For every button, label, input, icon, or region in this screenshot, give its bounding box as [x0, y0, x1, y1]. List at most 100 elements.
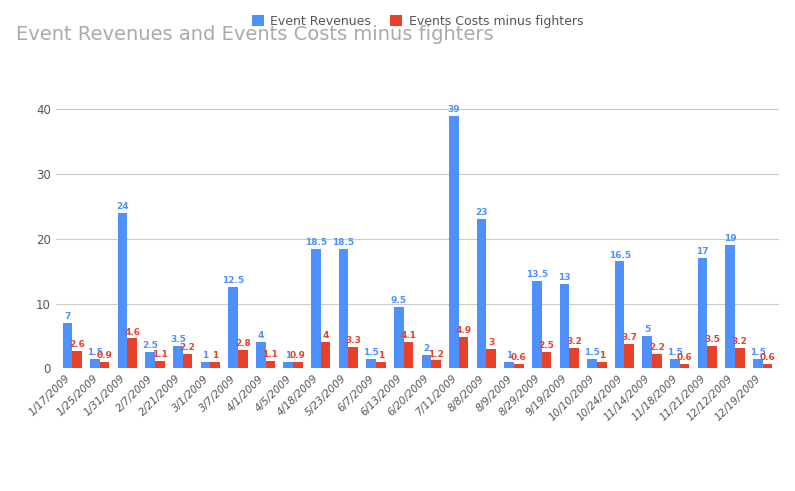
Bar [100, 362, 110, 368]
Bar [670, 358, 680, 368]
Text: 4: 4 [258, 331, 264, 340]
Bar [431, 360, 441, 368]
Text: 1.1: 1.1 [152, 350, 168, 359]
Bar [642, 336, 652, 368]
Text: 17: 17 [696, 247, 709, 256]
Text: 1: 1 [212, 351, 219, 360]
Bar [200, 362, 211, 368]
Text: 1.5: 1.5 [584, 348, 600, 356]
Text: 3: 3 [488, 338, 494, 347]
Text: 24: 24 [116, 202, 129, 211]
Text: 18.5: 18.5 [304, 238, 327, 246]
Bar [348, 347, 358, 368]
Text: 1.5: 1.5 [750, 348, 766, 356]
Text: 13.5: 13.5 [525, 270, 548, 279]
Text: 16.5: 16.5 [609, 250, 630, 260]
Bar [725, 246, 735, 368]
Text: 19: 19 [723, 234, 736, 244]
Text: 7: 7 [64, 312, 71, 321]
Bar [541, 352, 551, 368]
Bar [228, 287, 238, 368]
Text: 2.5: 2.5 [538, 341, 554, 350]
Text: 0.9: 0.9 [290, 352, 306, 360]
Bar [404, 342, 413, 368]
Text: 1.2: 1.2 [428, 350, 444, 358]
Text: 1: 1 [506, 351, 512, 360]
Bar [560, 284, 569, 368]
Bar [293, 362, 303, 368]
Text: 2.2: 2.2 [649, 343, 665, 352]
Text: 13: 13 [558, 273, 571, 282]
Text: 2.6: 2.6 [69, 340, 85, 350]
Bar [504, 362, 514, 368]
Text: 2.5: 2.5 [142, 341, 158, 350]
Bar [652, 354, 661, 368]
Bar [615, 262, 624, 368]
Text: 1.5: 1.5 [667, 348, 683, 356]
Bar [394, 307, 404, 368]
Bar [173, 346, 183, 368]
Text: 4.9: 4.9 [456, 326, 471, 334]
Text: 0.6: 0.6 [511, 354, 527, 362]
Text: 4: 4 [323, 331, 329, 340]
Bar [459, 336, 468, 368]
Bar [708, 346, 717, 368]
Text: 12.5: 12.5 [222, 276, 244, 285]
Text: 3.3: 3.3 [345, 336, 361, 345]
Text: 3.5: 3.5 [170, 335, 186, 344]
Text: 1.1: 1.1 [262, 350, 278, 359]
Bar [320, 342, 331, 368]
Bar [90, 358, 100, 368]
Bar [421, 355, 431, 368]
Text: 1: 1 [378, 351, 384, 360]
Bar [569, 348, 579, 368]
Bar [698, 258, 708, 368]
Text: 9.5: 9.5 [390, 296, 407, 305]
Text: 18.5: 18.5 [332, 238, 355, 246]
Text: 2: 2 [423, 344, 429, 354]
Bar [183, 354, 192, 368]
Bar [477, 219, 487, 368]
Bar [762, 364, 772, 368]
Bar [376, 362, 386, 368]
Bar [449, 116, 459, 368]
Text: 0.6: 0.6 [677, 354, 692, 362]
Bar [597, 362, 607, 368]
Text: 1: 1 [599, 351, 605, 360]
Bar [145, 352, 155, 368]
Text: 0.6: 0.6 [759, 354, 775, 362]
Bar [72, 352, 82, 368]
Text: 5: 5 [644, 325, 650, 334]
Text: 0.9: 0.9 [97, 352, 113, 360]
Text: 4.1: 4.1 [401, 331, 417, 340]
Bar [487, 349, 496, 368]
Text: 1: 1 [202, 351, 208, 360]
Text: 2.2: 2.2 [180, 343, 196, 352]
Bar [127, 338, 137, 368]
Text: 1: 1 [285, 351, 292, 360]
Text: Event Revenues and Events Costs minus fighters: Event Revenues and Events Costs minus fi… [16, 25, 494, 44]
Bar [588, 358, 597, 368]
Text: 3.7: 3.7 [622, 333, 638, 342]
Bar [63, 323, 72, 368]
Bar [266, 361, 275, 368]
Bar [238, 350, 247, 368]
Bar [514, 364, 524, 368]
Bar [311, 248, 320, 368]
Legend: Event Revenues, Events Costs minus fighters: Event Revenues, Events Costs minus fight… [246, 10, 588, 33]
Bar [118, 213, 127, 368]
Bar [284, 362, 293, 368]
Text: 3.2: 3.2 [732, 337, 747, 346]
Bar [339, 248, 348, 368]
Text: 4.6: 4.6 [124, 327, 140, 336]
Bar [256, 342, 266, 368]
Text: 39: 39 [448, 105, 460, 114]
Bar [155, 361, 165, 368]
Bar [532, 281, 541, 368]
Text: 23: 23 [475, 209, 488, 218]
Text: 1.5: 1.5 [363, 348, 379, 356]
Bar [366, 358, 376, 368]
Bar [680, 364, 689, 368]
Text: 3.5: 3.5 [704, 335, 720, 344]
Text: 1.5: 1.5 [87, 348, 103, 356]
